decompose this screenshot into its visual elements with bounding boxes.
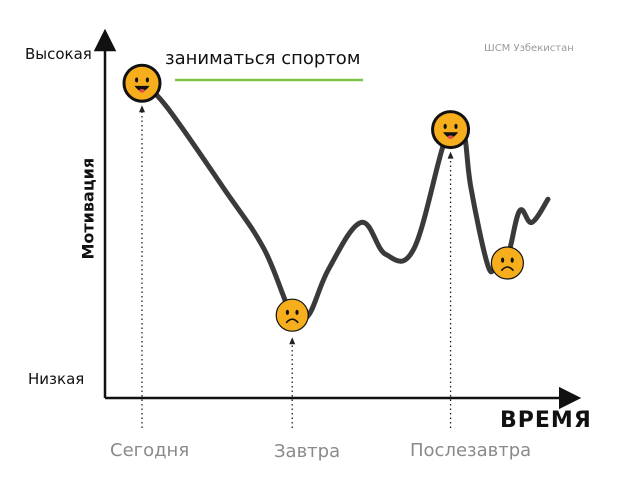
- y-axis-label: Мотивация: [78, 157, 98, 260]
- happy-face-icon: [431, 110, 471, 150]
- sad-face-icon: [490, 246, 524, 280]
- x-tick-day-after-tomorrow: Послезавтра: [410, 440, 532, 461]
- x-axis-label: ВРЕМЯ: [500, 408, 592, 433]
- sad-face-icon: [275, 298, 309, 332]
- x-tick-today: Сегодня: [110, 440, 190, 461]
- y-tick-high: Высокая: [25, 45, 92, 63]
- guide-arrowhead-1: [289, 337, 296, 345]
- x-tick-tomorrow: Завтра: [274, 441, 341, 462]
- guide-arrowhead-2: [447, 151, 454, 159]
- annotation-text: заниматься спортом: [165, 48, 361, 69]
- guide-arrowhead-0: [139, 105, 145, 113]
- mood-markers: [122, 63, 524, 332]
- dotted-guides: [139, 105, 454, 428]
- y-tick-low: Низкая: [28, 370, 85, 388]
- happy-face-icon: [122, 63, 162, 103]
- watermark: ШСМ Узбекистан: [484, 43, 574, 54]
- motivation-series-line: [139, 80, 551, 326]
